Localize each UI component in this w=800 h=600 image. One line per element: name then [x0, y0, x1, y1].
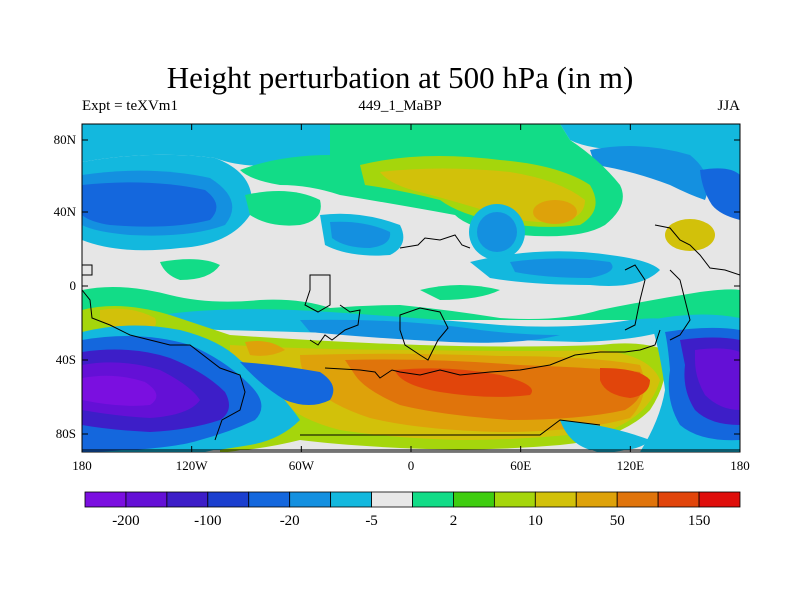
colorbar-swatch [330, 491, 372, 508]
lat-label: 40N [54, 204, 77, 219]
lat-label: 0 [70, 278, 77, 293]
colorbar: -200 -100 -20 -5 2 10 50 150 [84, 491, 741, 529]
lon-label: 180 [72, 458, 92, 473]
latitude-axis: 80N 40N 0 40S 80S [54, 132, 740, 441]
colorbar-swatch [207, 491, 250, 508]
colorbar-swatch [248, 491, 291, 508]
colorbar-swatch [575, 491, 618, 508]
colorbar-label: -5 [365, 513, 378, 529]
lon-label: 0 [408, 458, 415, 473]
colorbar-swatch [453, 491, 495, 508]
colorbar-label: 2 [450, 513, 458, 529]
colorbar-swatch [657, 491, 700, 508]
contour-field [82, 124, 740, 452]
colorbar-swatch [166, 491, 209, 508]
lon-label: 60W [289, 458, 315, 473]
lat-label: 80S [56, 426, 76, 441]
colorbar-label: -100 [194, 513, 222, 529]
lon-label: 120E [617, 458, 645, 473]
case-label: 449_1_MaBP [358, 98, 442, 114]
colorbar-label: 50 [610, 513, 625, 529]
colorbar-label: -20 [280, 513, 300, 529]
plot-title: Height perturbation at 500 hPa (in m) [166, 60, 634, 95]
lon-label: 120W [176, 458, 209, 473]
colorbar-label: -200 [112, 513, 140, 529]
longitude-axis: 180 120W 60W 0 60E 120E 180 [72, 124, 750, 473]
colorbar-swatch [125, 491, 168, 508]
colorbar-swatch [371, 491, 413, 508]
lat-label: 80N [54, 132, 77, 147]
colorbar-swatch [493, 491, 536, 508]
experiment-label: Expt = teXVm1 [82, 98, 178, 114]
colorbar-swatch [84, 491, 127, 508]
lat-label: 40S [56, 352, 76, 367]
colorbar-swatch [698, 491, 741, 508]
colorbar-swatch [412, 491, 454, 508]
colorbar-label: 150 [688, 513, 711, 529]
lon-label: 60E [510, 458, 531, 473]
season-label: JJA [717, 98, 740, 114]
colorbar-swatch [616, 491, 659, 508]
lon-label: 180 [730, 458, 750, 473]
colorbar-label: 10 [528, 513, 543, 529]
colorbar-swatch [289, 491, 332, 508]
colorbar-swatch [534, 491, 577, 508]
